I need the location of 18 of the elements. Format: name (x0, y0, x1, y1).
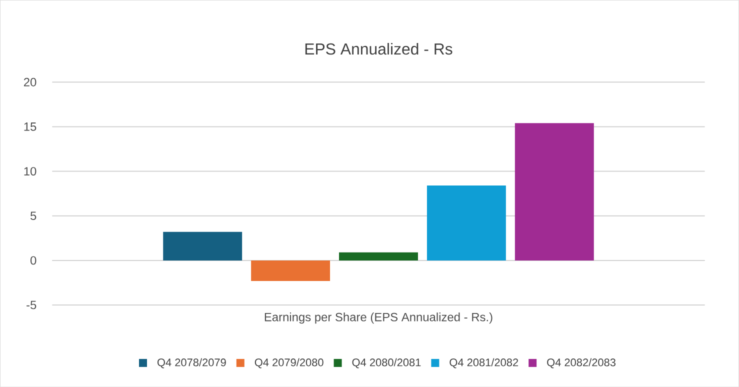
legend-label: Q4 2080/2081 (352, 358, 421, 368)
legend-label: Q4 2078/2079 (158, 358, 226, 368)
y-tick-label: 0 (30, 256, 36, 265)
bar (163, 232, 242, 260)
y-tick-label: 15 (24, 122, 36, 131)
legend-label: Q4 2081/2082 (450, 358, 518, 368)
legend-label: Q4 2082/2083 (547, 358, 616, 368)
y-tick-label: 5 (30, 212, 36, 220)
bar (426, 185, 506, 260)
chart-title: EPS Annualized - Rs (305, 42, 452, 55)
y-tick-label: 20 (24, 78, 36, 86)
x-tick-label: Earnings per Share (EPS Annualized - Rs.) (264, 312, 492, 324)
y-tick-label: 10 (24, 166, 36, 176)
bar (339, 252, 418, 260)
y-tick-label: -5 (26, 300, 36, 310)
legend-label: Q4 2079/2080 (254, 358, 324, 368)
bar (514, 123, 594, 260)
bar (251, 260, 330, 281)
